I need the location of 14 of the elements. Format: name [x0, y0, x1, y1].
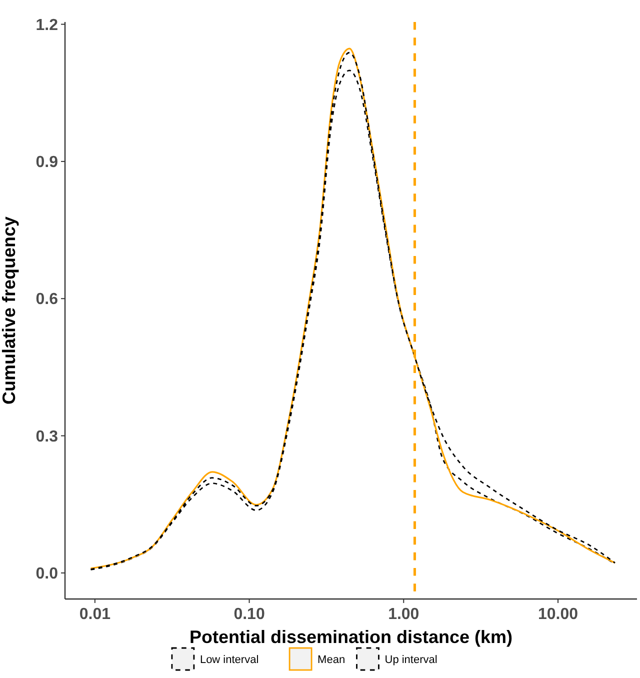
- y-axis-title: Cumulative frequency: [0, 216, 19, 405]
- y-tick-label: 0.3: [36, 428, 58, 446]
- x-tick-label: 1.00: [388, 606, 420, 623]
- y-tick-label: 1.2: [36, 16, 58, 34]
- legend-label: Up interval: [384, 654, 438, 666]
- x-axis-title: Potential dissemination distance (km): [189, 627, 513, 647]
- x-tick-label: 0.01: [79, 606, 111, 623]
- y-tick-label: 0.0: [36, 566, 58, 583]
- legend-label: Mean: [318, 654, 346, 666]
- y-tick-label: 0.9: [36, 154, 58, 172]
- y-tick-label: 0.6: [36, 291, 58, 308]
- x-tick-label: 10.00: [538, 606, 578, 623]
- legend-label: Low interval: [200, 654, 259, 666]
- x-tick-label: 0.10: [234, 606, 265, 623]
